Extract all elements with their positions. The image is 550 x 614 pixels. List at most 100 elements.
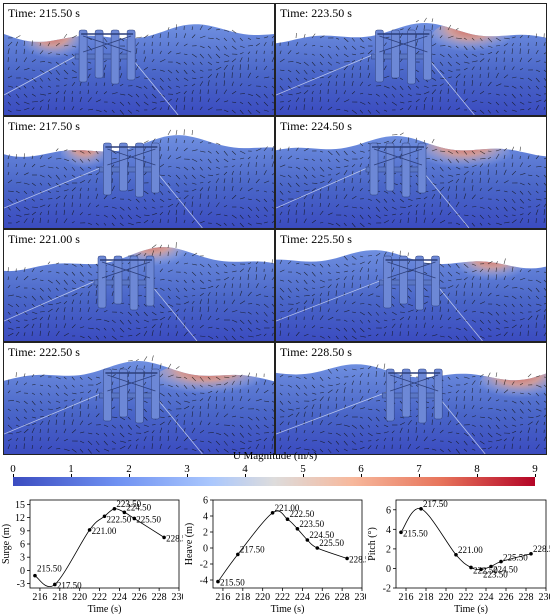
- data-point: [419, 507, 423, 511]
- y-tick-label: 0: [386, 564, 391, 575]
- x-axis-label: Time (s): [271, 604, 305, 614]
- x-tick-label: 228: [335, 592, 350, 603]
- data-point: [102, 514, 107, 519]
- colorbar-tick-label: 5: [300, 463, 306, 475]
- data-point-label: 217.50: [423, 499, 448, 509]
- flow-field-panels: Time: 215.50 s Time: 223.50 s Time: 217.…: [3, 3, 547, 455]
- colorbar-tick: [187, 474, 188, 477]
- x-tick-label: 218: [52, 592, 67, 603]
- x-tick-label: 222: [275, 592, 290, 603]
- data-point: [345, 556, 349, 561]
- colorbar-tick-label: 3: [184, 463, 190, 475]
- data-point: [285, 517, 290, 521]
- colorbar-tick: [361, 474, 362, 477]
- data-point-label: 223.50: [299, 519, 324, 529]
- x-axis-label: Time (s): [88, 604, 122, 614]
- data-point-label: 221.00: [92, 526, 117, 536]
- heave-chart: 216 218 220 222 224 226 228 230 -4 -2 0 2 4 6 Time (s)…: [184, 496, 367, 614]
- pitch-chart: 216 218 220 222 224 226 228 230 -2 0 2 4 6 Time (s) Pi…: [367, 499, 550, 614]
- x-tick-label: 220: [255, 592, 270, 603]
- y-axis-label: Heave (m): [184, 523, 195, 565]
- colorbar-tick: [303, 474, 304, 477]
- colorbar-gradient: [13, 477, 535, 486]
- motion-plots: 216 218 220 222 224 226 228 230 -3 0 3 6 9 12 15 Time (…: [0, 492, 550, 614]
- panel-time-label: Time: 223.50 s: [280, 6, 352, 20]
- flow-field-render: [276, 117, 546, 228]
- data-point: [112, 507, 117, 511]
- data-point: [469, 565, 473, 570]
- x-tick-label: 230: [355, 592, 367, 603]
- y-tick-label: 15: [15, 500, 25, 511]
- x-tick-label: 226: [315, 592, 330, 603]
- data-point: [399, 530, 403, 535]
- panel-time-label: Time: 228.50 s: [280, 345, 352, 359]
- y-tick-label: 3: [20, 553, 25, 564]
- y-tick-label: 9: [20, 526, 25, 537]
- flow-panel-2: Time: 223.50 s: [275, 3, 547, 116]
- x-axis-label: Time (s): [454, 604, 488, 614]
- data-point-label: 223.50: [116, 499, 141, 509]
- surge-chart: 216 218 220 222 224 226 228 230 -3 0 3 6 9 12 15 Time (…: [1, 499, 183, 614]
- panel-time-label: Time: 225.50 s: [280, 232, 352, 246]
- data-point-label: 222.50: [290, 509, 315, 519]
- data-point-label: 225.50: [319, 538, 344, 548]
- flow-field-render: [276, 4, 546, 115]
- colorbar-tick: [245, 474, 246, 477]
- data-point-label: 228.50: [166, 533, 183, 543]
- data-point-label: 217.50: [240, 544, 265, 554]
- colorbar-tick: [477, 474, 478, 477]
- colorbar: U Magnitude (m/s) 0 1 2 3 4 5 6 7 8 9: [0, 450, 550, 490]
- x-tick-label: 230: [539, 592, 550, 603]
- data-point: [53, 582, 57, 587]
- colorbar-tick-label: 0: [10, 463, 16, 475]
- colorbar-tick: [129, 474, 130, 477]
- y-tick-label: 12: [15, 513, 25, 524]
- y-tick-label: 4: [386, 525, 391, 536]
- y-tick-label: 6: [203, 496, 208, 507]
- flow-field-render: [4, 117, 274, 228]
- y-tick-label: 0: [203, 544, 208, 555]
- colorbar-tick-label: 8: [474, 463, 480, 475]
- plot-frame: [29, 499, 180, 589]
- data-point: [122, 510, 127, 515]
- x-tick-label: 224: [112, 592, 127, 603]
- x-tick-label: 222: [92, 592, 107, 603]
- y-tick-label: 6: [20, 540, 25, 551]
- colorbar-tick-label: 7: [416, 463, 422, 475]
- flow-panel-7: Time: 222.50 s: [3, 342, 275, 455]
- data-point-label: 222.50: [107, 514, 132, 524]
- x-tick-label: 224: [479, 592, 494, 603]
- panel-time-label: Time: 222.50 s: [8, 345, 80, 359]
- data-point-label: 225.50: [503, 553, 528, 563]
- colorbar-tick-label: 2: [126, 463, 132, 475]
- y-tick-label: -3: [17, 579, 25, 590]
- flow-field-render: [276, 343, 546, 454]
- data-point: [236, 552, 240, 557]
- flow-field-render: [4, 343, 274, 454]
- panel-time-label: Time: 215.50 s: [8, 6, 80, 20]
- y-tick-label: -2: [200, 560, 208, 571]
- y-tick-label: 2: [203, 528, 208, 539]
- data-point-label: 217.50: [57, 580, 82, 590]
- flow-panel-4: Time: 224.50 s: [275, 116, 547, 229]
- data-point-label: 225.50: [136, 514, 161, 524]
- y-tick-label: -4: [200, 576, 208, 587]
- data-point-label: 223.50: [483, 569, 508, 579]
- flow-panel-1: Time: 215.50 s: [3, 3, 275, 116]
- x-tick-label: 220: [439, 592, 454, 603]
- y-tick-label: 4: [203, 512, 208, 523]
- x-tick-label: 216: [215, 592, 230, 603]
- data-point-label: 228.50: [533, 544, 550, 554]
- x-tick-label: 216: [399, 592, 414, 603]
- colorbar-tick: [535, 474, 536, 477]
- data-point-label: 224.50: [309, 530, 334, 540]
- data-point: [305, 538, 310, 542]
- data-point-label: 221.00: [275, 503, 300, 513]
- data-point-label: 224.50: [126, 502, 151, 512]
- x-tick-label: 216: [32, 592, 47, 603]
- x-tick-label: 228: [519, 592, 534, 603]
- x-tick-label: 228: [152, 592, 167, 603]
- x-tick-label: 226: [132, 592, 147, 603]
- data-point-label: 215.50: [37, 564, 62, 574]
- flow-panel-6: Time: 225.50 s: [275, 229, 547, 342]
